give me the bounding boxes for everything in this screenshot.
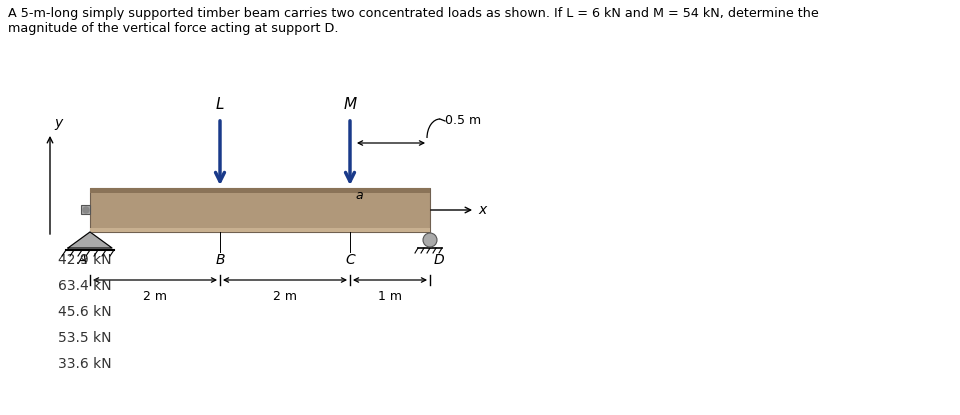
Text: A 5-m-long simply supported timber beam carries two concentrated loads as shown.: A 5-m-long simply supported timber beam … [8,7,819,20]
Text: 42.9 kN: 42.9 kN [58,253,111,267]
Bar [81,205,90,214]
Text: 33.6 kN: 33.6 kN [58,357,111,371]
Text: B: B [215,253,225,267]
Text: A: A [78,253,87,267]
Text: D: D [434,253,444,267]
Text: 1 m: 1 m [378,290,402,303]
Text: 63.4 kN: 63.4 kN [58,279,111,293]
Text: 2 m: 2 m [273,290,297,303]
Bar [90,188,430,193]
Text: 2 m: 2 m [143,290,167,303]
Text: a: a [355,189,363,202]
Text: 45.6 kN: 45.6 kN [58,305,111,319]
Text: magnitude of the vertical force acting at support D.: magnitude of the vertical force acting a… [8,22,339,35]
Circle shape [423,233,437,247]
Text: C: C [346,253,355,267]
Text: 53.5 kN: 53.5 kN [58,331,111,345]
Text: y: y [54,116,62,130]
Text: M: M [344,97,356,112]
Text: 0.5 m: 0.5 m [445,115,481,127]
Bar [90,228,430,232]
Text: x: x [478,203,487,217]
Polygon shape [68,232,112,248]
Bar [90,188,430,232]
Text: L: L [216,97,225,112]
Circle shape [83,207,89,213]
